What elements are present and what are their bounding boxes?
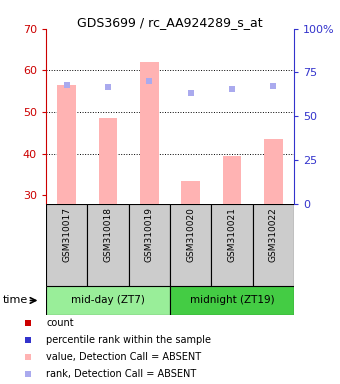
- Bar: [170, 204, 211, 286]
- Bar: [46, 204, 87, 286]
- Text: GSM310020: GSM310020: [186, 207, 195, 262]
- Point: [188, 89, 193, 96]
- Text: GSM310022: GSM310022: [269, 207, 278, 262]
- Bar: [129, 204, 170, 286]
- Text: GSM310021: GSM310021: [227, 207, 237, 262]
- Point: [271, 83, 276, 89]
- Text: value, Detection Call = ABSENT: value, Detection Call = ABSENT: [46, 352, 201, 362]
- Point: [26, 337, 31, 343]
- Text: GSM310019: GSM310019: [145, 207, 154, 262]
- Bar: [46, 286, 170, 315]
- Point: [105, 84, 111, 90]
- Text: count: count: [46, 318, 74, 328]
- Point: [64, 82, 69, 88]
- Bar: [223, 156, 241, 204]
- Point: [26, 354, 31, 360]
- Bar: [140, 62, 159, 204]
- Bar: [99, 118, 117, 204]
- Bar: [211, 204, 253, 286]
- Point: [229, 86, 235, 92]
- Text: midnight (ZT19): midnight (ZT19): [190, 295, 274, 306]
- Text: GSM310017: GSM310017: [62, 207, 71, 262]
- Point: [26, 320, 31, 326]
- Text: mid-day (ZT7): mid-day (ZT7): [71, 295, 145, 306]
- Bar: [170, 286, 294, 315]
- Text: rank, Detection Call = ABSENT: rank, Detection Call = ABSENT: [46, 369, 197, 379]
- Point: [147, 78, 152, 84]
- Bar: [181, 180, 200, 204]
- Bar: [253, 204, 294, 286]
- Text: GDS3699 / rc_AA924289_s_at: GDS3699 / rc_AA924289_s_at: [77, 16, 263, 29]
- Text: time: time: [2, 295, 28, 306]
- Bar: [57, 85, 76, 204]
- Bar: [264, 139, 283, 204]
- Bar: [87, 204, 129, 286]
- Point: [26, 371, 31, 377]
- Text: percentile rank within the sample: percentile rank within the sample: [46, 335, 211, 345]
- Text: GSM310018: GSM310018: [103, 207, 113, 262]
